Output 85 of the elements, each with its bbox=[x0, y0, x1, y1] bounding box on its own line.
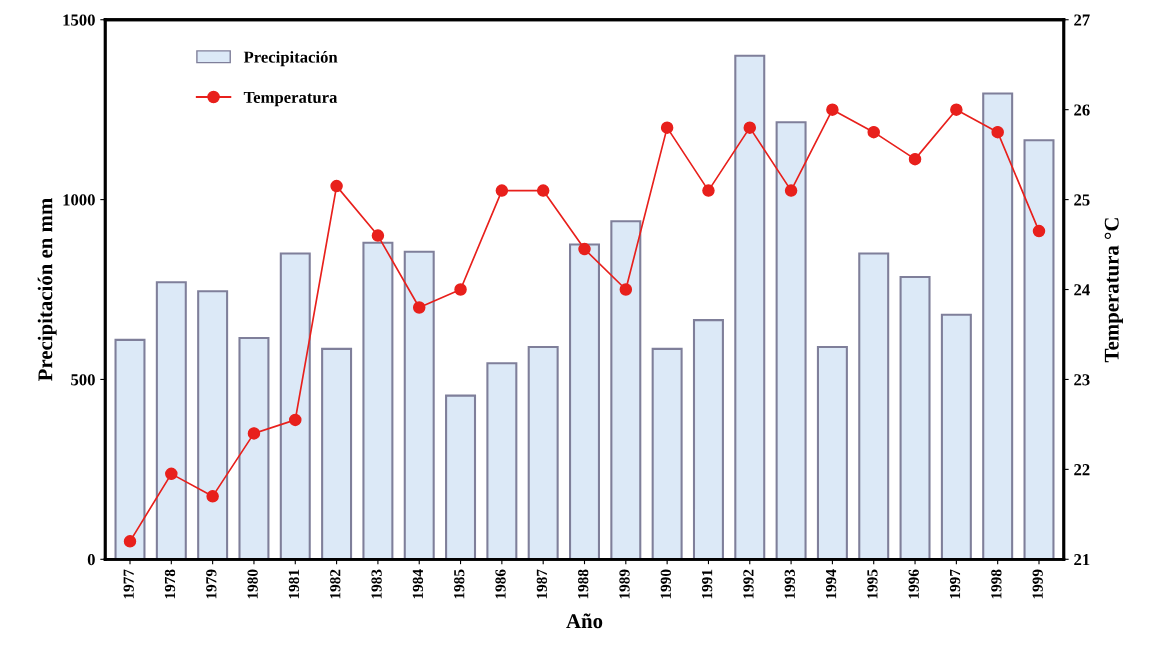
point bbox=[578, 242, 591, 256]
y-axis-title: Precipitación en mm bbox=[37, 198, 57, 381]
point bbox=[371, 229, 385, 242]
point bbox=[826, 103, 839, 116]
bar bbox=[279, 252, 311, 560]
x-tick-label: 1978 bbox=[164, 569, 176, 599]
point bbox=[743, 121, 757, 134]
bar bbox=[321, 347, 353, 560]
bar bbox=[816, 346, 848, 560]
legend-label: Precipitación bbox=[243, 51, 338, 67]
y-tick-label: 500 bbox=[71, 374, 95, 386]
bar bbox=[155, 281, 187, 560]
x-tick-label: 1988 bbox=[578, 569, 589, 599]
x-tick-label: 1982 bbox=[330, 569, 341, 599]
y2-tick-label: 26 bbox=[1074, 104, 1090, 116]
x-tick-label: 1989 bbox=[619, 569, 630, 599]
bar bbox=[238, 337, 270, 560]
bar bbox=[569, 243, 600, 560]
bar bbox=[403, 250, 435, 560]
x-tick-label: 1998 bbox=[991, 569, 1002, 599]
bar bbox=[651, 347, 683, 560]
x-tick-label: 1993 bbox=[784, 569, 795, 599]
point bbox=[412, 301, 426, 314]
point bbox=[784, 184, 798, 197]
bar bbox=[940, 313, 972, 560]
x-tick-label: 1995 bbox=[867, 569, 878, 599]
x-tick-label: 1992 bbox=[743, 569, 754, 599]
point bbox=[454, 283, 467, 296]
bar bbox=[775, 121, 807, 560]
x-tick-label: 1987 bbox=[536, 569, 548, 599]
x-tick-label: 1994 bbox=[825, 569, 837, 599]
x-tick-label: 1999 bbox=[1032, 569, 1043, 599]
bar bbox=[692, 319, 724, 560]
x-tick-label: 1996 bbox=[908, 569, 919, 599]
x-tick-label: 1977 bbox=[123, 569, 134, 599]
y2-tick-label: 23 bbox=[1074, 374, 1090, 386]
point bbox=[950, 103, 963, 116]
point bbox=[908, 152, 922, 166]
y-tick-label: 1500 bbox=[63, 14, 95, 26]
x-tick-label: 1984 bbox=[412, 569, 424, 599]
bar bbox=[445, 394, 477, 560]
x-tick-label: 1997 bbox=[949, 569, 961, 599]
bar bbox=[982, 92, 1014, 560]
legend-label: Temperatura bbox=[243, 91, 338, 107]
point bbox=[495, 184, 509, 197]
x-tick-label: 1985 bbox=[454, 569, 465, 599]
x-tick-label: 1983 bbox=[371, 569, 382, 599]
point bbox=[289, 413, 302, 427]
point bbox=[330, 179, 343, 193]
y2-tick-label: 27 bbox=[1074, 14, 1090, 26]
x-tick-label: 1991 bbox=[702, 569, 713, 599]
point bbox=[991, 125, 1004, 139]
point bbox=[702, 184, 715, 197]
x-tick-label: 1990 bbox=[660, 569, 671, 599]
x-axis-title: Año bbox=[566, 613, 603, 629]
y2-tick-label: 21 bbox=[1074, 554, 1090, 566]
point bbox=[867, 125, 880, 139]
point bbox=[247, 427, 261, 440]
point bbox=[1032, 224, 1046, 238]
bar bbox=[362, 241, 394, 560]
y2-tick-label: 22 bbox=[1074, 464, 1090, 476]
bar bbox=[486, 362, 518, 560]
x-tick-label: 1980 bbox=[247, 569, 258, 599]
x-tick-label: 1986 bbox=[495, 569, 506, 599]
bar bbox=[114, 338, 146, 560]
bar bbox=[899, 275, 931, 560]
y-tick-label: 0 bbox=[87, 554, 95, 566]
bar bbox=[527, 346, 559, 560]
point bbox=[123, 535, 137, 548]
x-tick-label: 1981 bbox=[288, 569, 300, 599]
point bbox=[206, 490, 219, 503]
point bbox=[165, 467, 178, 481]
bar bbox=[858, 252, 890, 560]
x-tick-label: 1979 bbox=[206, 569, 217, 599]
bar bbox=[197, 290, 229, 560]
point bbox=[536, 184, 550, 197]
bar bbox=[1023, 139, 1055, 560]
bar bbox=[610, 220, 642, 560]
y2-tick-label: 24 bbox=[1074, 284, 1090, 296]
point bbox=[619, 283, 633, 296]
point bbox=[660, 121, 674, 134]
y-tick-label: 1000 bbox=[63, 194, 95, 206]
y2-tick-label: 25 bbox=[1074, 194, 1090, 206]
y2-axis-title: Temperatura °C bbox=[1104, 218, 1123, 363]
bar bbox=[734, 54, 766, 560]
